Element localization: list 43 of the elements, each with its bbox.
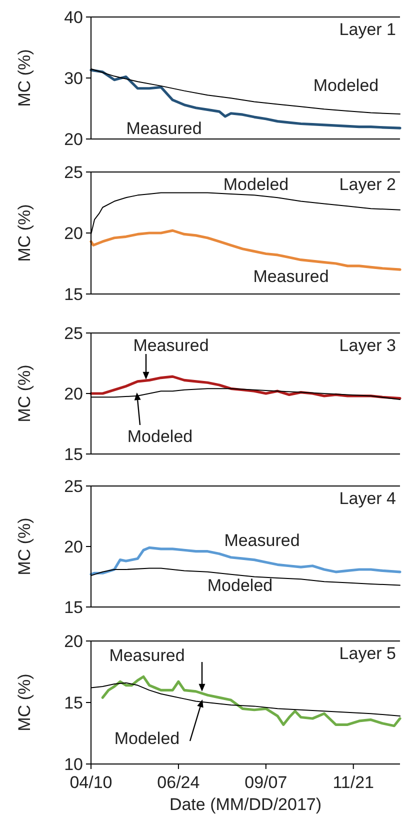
chart-title: Layer 3 (339, 336, 396, 355)
y-tick-label: 20 (64, 130, 83, 149)
x-tick-label: 11/21 (332, 773, 374, 792)
annotation: Modeled (114, 728, 180, 748)
annotation: Modeled (127, 426, 193, 446)
y-tick-label: 15 (64, 444, 83, 464)
x-axis-title: Date (MM/DD/2017) (169, 795, 322, 814)
y-axis-title: MC (%) (15, 364, 34, 422)
x-tick-label: 04/10 (70, 773, 112, 792)
annotation: Modeled (223, 174, 289, 194)
chart-title: Layer 5 (339, 644, 396, 663)
line-series (90, 229, 402, 271)
annotation: Measured (224, 530, 300, 550)
chart-title: Layer 4 (339, 489, 396, 508)
chart-title: Layer 1 (339, 20, 396, 39)
y-tick-label: 20 (64, 537, 83, 556)
annotation: Measured (133, 336, 209, 355)
annotation: Measured (109, 646, 185, 665)
x-tick-label: 09/07 (244, 773, 288, 792)
y-tick-label: 10 (64, 754, 83, 774)
y-tick-label: 30 (64, 68, 83, 88)
y-tick-label: 20 (64, 632, 83, 651)
chart-title: Layer 2 (339, 175, 396, 194)
y-axis-title: MC (%) (15, 518, 34, 576)
y-axis-title: MC (%) (15, 49, 34, 107)
y-tick-label: 15 (64, 598, 83, 617)
line-series (90, 546, 402, 576)
annotation: Modeled (207, 576, 273, 595)
y-tick-label: 20 (64, 384, 83, 404)
x-tick-label: 06/24 (157, 773, 200, 792)
annotation: Measured (126, 118, 202, 138)
y-tick-label: 25 (64, 162, 83, 182)
y-tick-label: 25 (64, 324, 83, 343)
line-series (101, 675, 402, 728)
y-axis-title: MC (%) (15, 674, 34, 732)
y-tick-label: 20 (64, 224, 83, 243)
annotation: Measured (253, 266, 329, 286)
annotation: Modeled (313, 76, 379, 95)
y-tick-label: 15 (64, 693, 83, 712)
y-tick-label: 40 (64, 8, 83, 27)
y-axis-title: MC (%) (15, 204, 34, 262)
y-tick-label: 15 (64, 284, 83, 304)
y-tick-label: 25 (64, 476, 83, 496)
